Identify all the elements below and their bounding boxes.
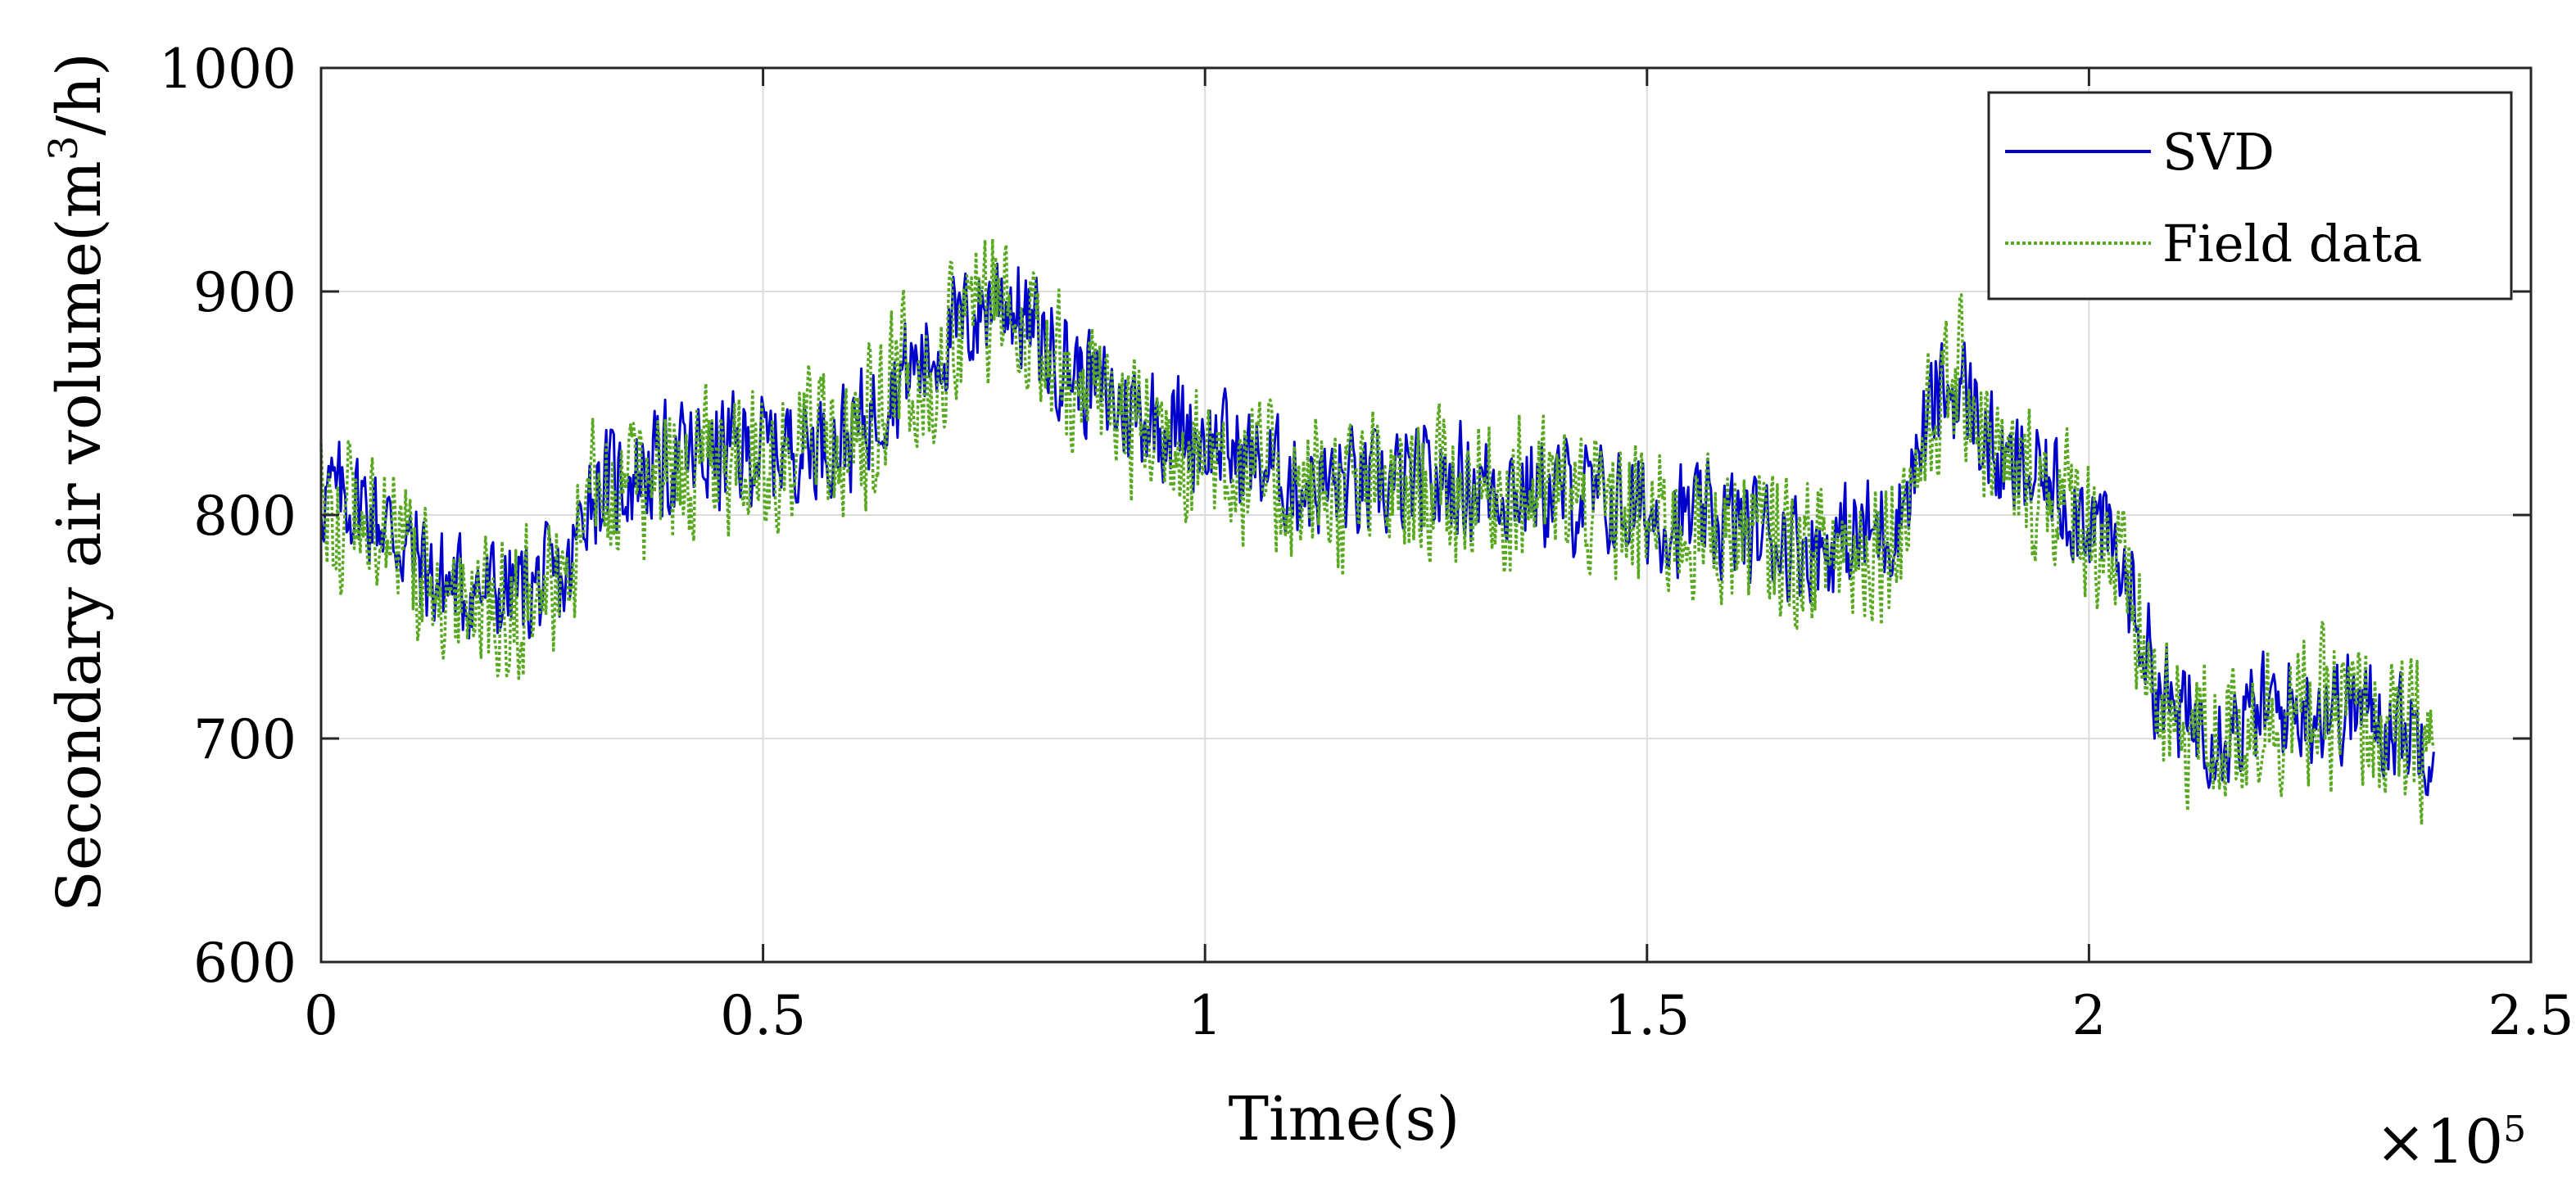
legend: SVD Field data: [1987, 91, 2513, 300]
x-tick-label: 1.5: [1604, 984, 1690, 1047]
y-tick-label: 700: [193, 708, 297, 771]
x-axis-exponent-base: ×10: [2375, 1107, 2503, 1177]
y-tick-label: 800: [193, 485, 297, 548]
y-axis-label-superscript: 3: [41, 136, 87, 161]
x-tick-label: 0.5: [720, 984, 806, 1047]
axis-ticks: 0 0.5 1 1.5 2 2.5 600 700 800 900 1000: [159, 38, 2574, 1047]
legend-box: [1987, 91, 2513, 300]
x-tick-label: 2.5: [2488, 984, 2574, 1047]
x-tick-label: 0: [304, 984, 338, 1047]
series-line-field-data: [319, 237, 2436, 826]
legend-label-svd: SVD: [2162, 122, 2275, 182]
y-tick-label: 1000: [159, 38, 297, 101]
x-tick-label: 1: [1188, 984, 1222, 1047]
y-tick-label: 900: [193, 261, 297, 324]
y-axis-label-main: Secondary air volume(m: [44, 160, 115, 912]
y-axis-label: Secondary air volume(m3/h): [41, 52, 115, 912]
x-axis-exponent: ×105: [2375, 1107, 2526, 1177]
x-tick-label: 2: [2071, 984, 2106, 1047]
plot-area: [319, 237, 2436, 826]
legend-label-field-data: Field data: [2162, 214, 2422, 273]
x-axis-label: Time(s): [1229, 1084, 1460, 1154]
y-axis-label-tail: /h): [44, 52, 115, 135]
x-axis-exponent-power: 5: [2503, 1109, 2526, 1150]
y-tick-label: 600: [193, 932, 297, 995]
